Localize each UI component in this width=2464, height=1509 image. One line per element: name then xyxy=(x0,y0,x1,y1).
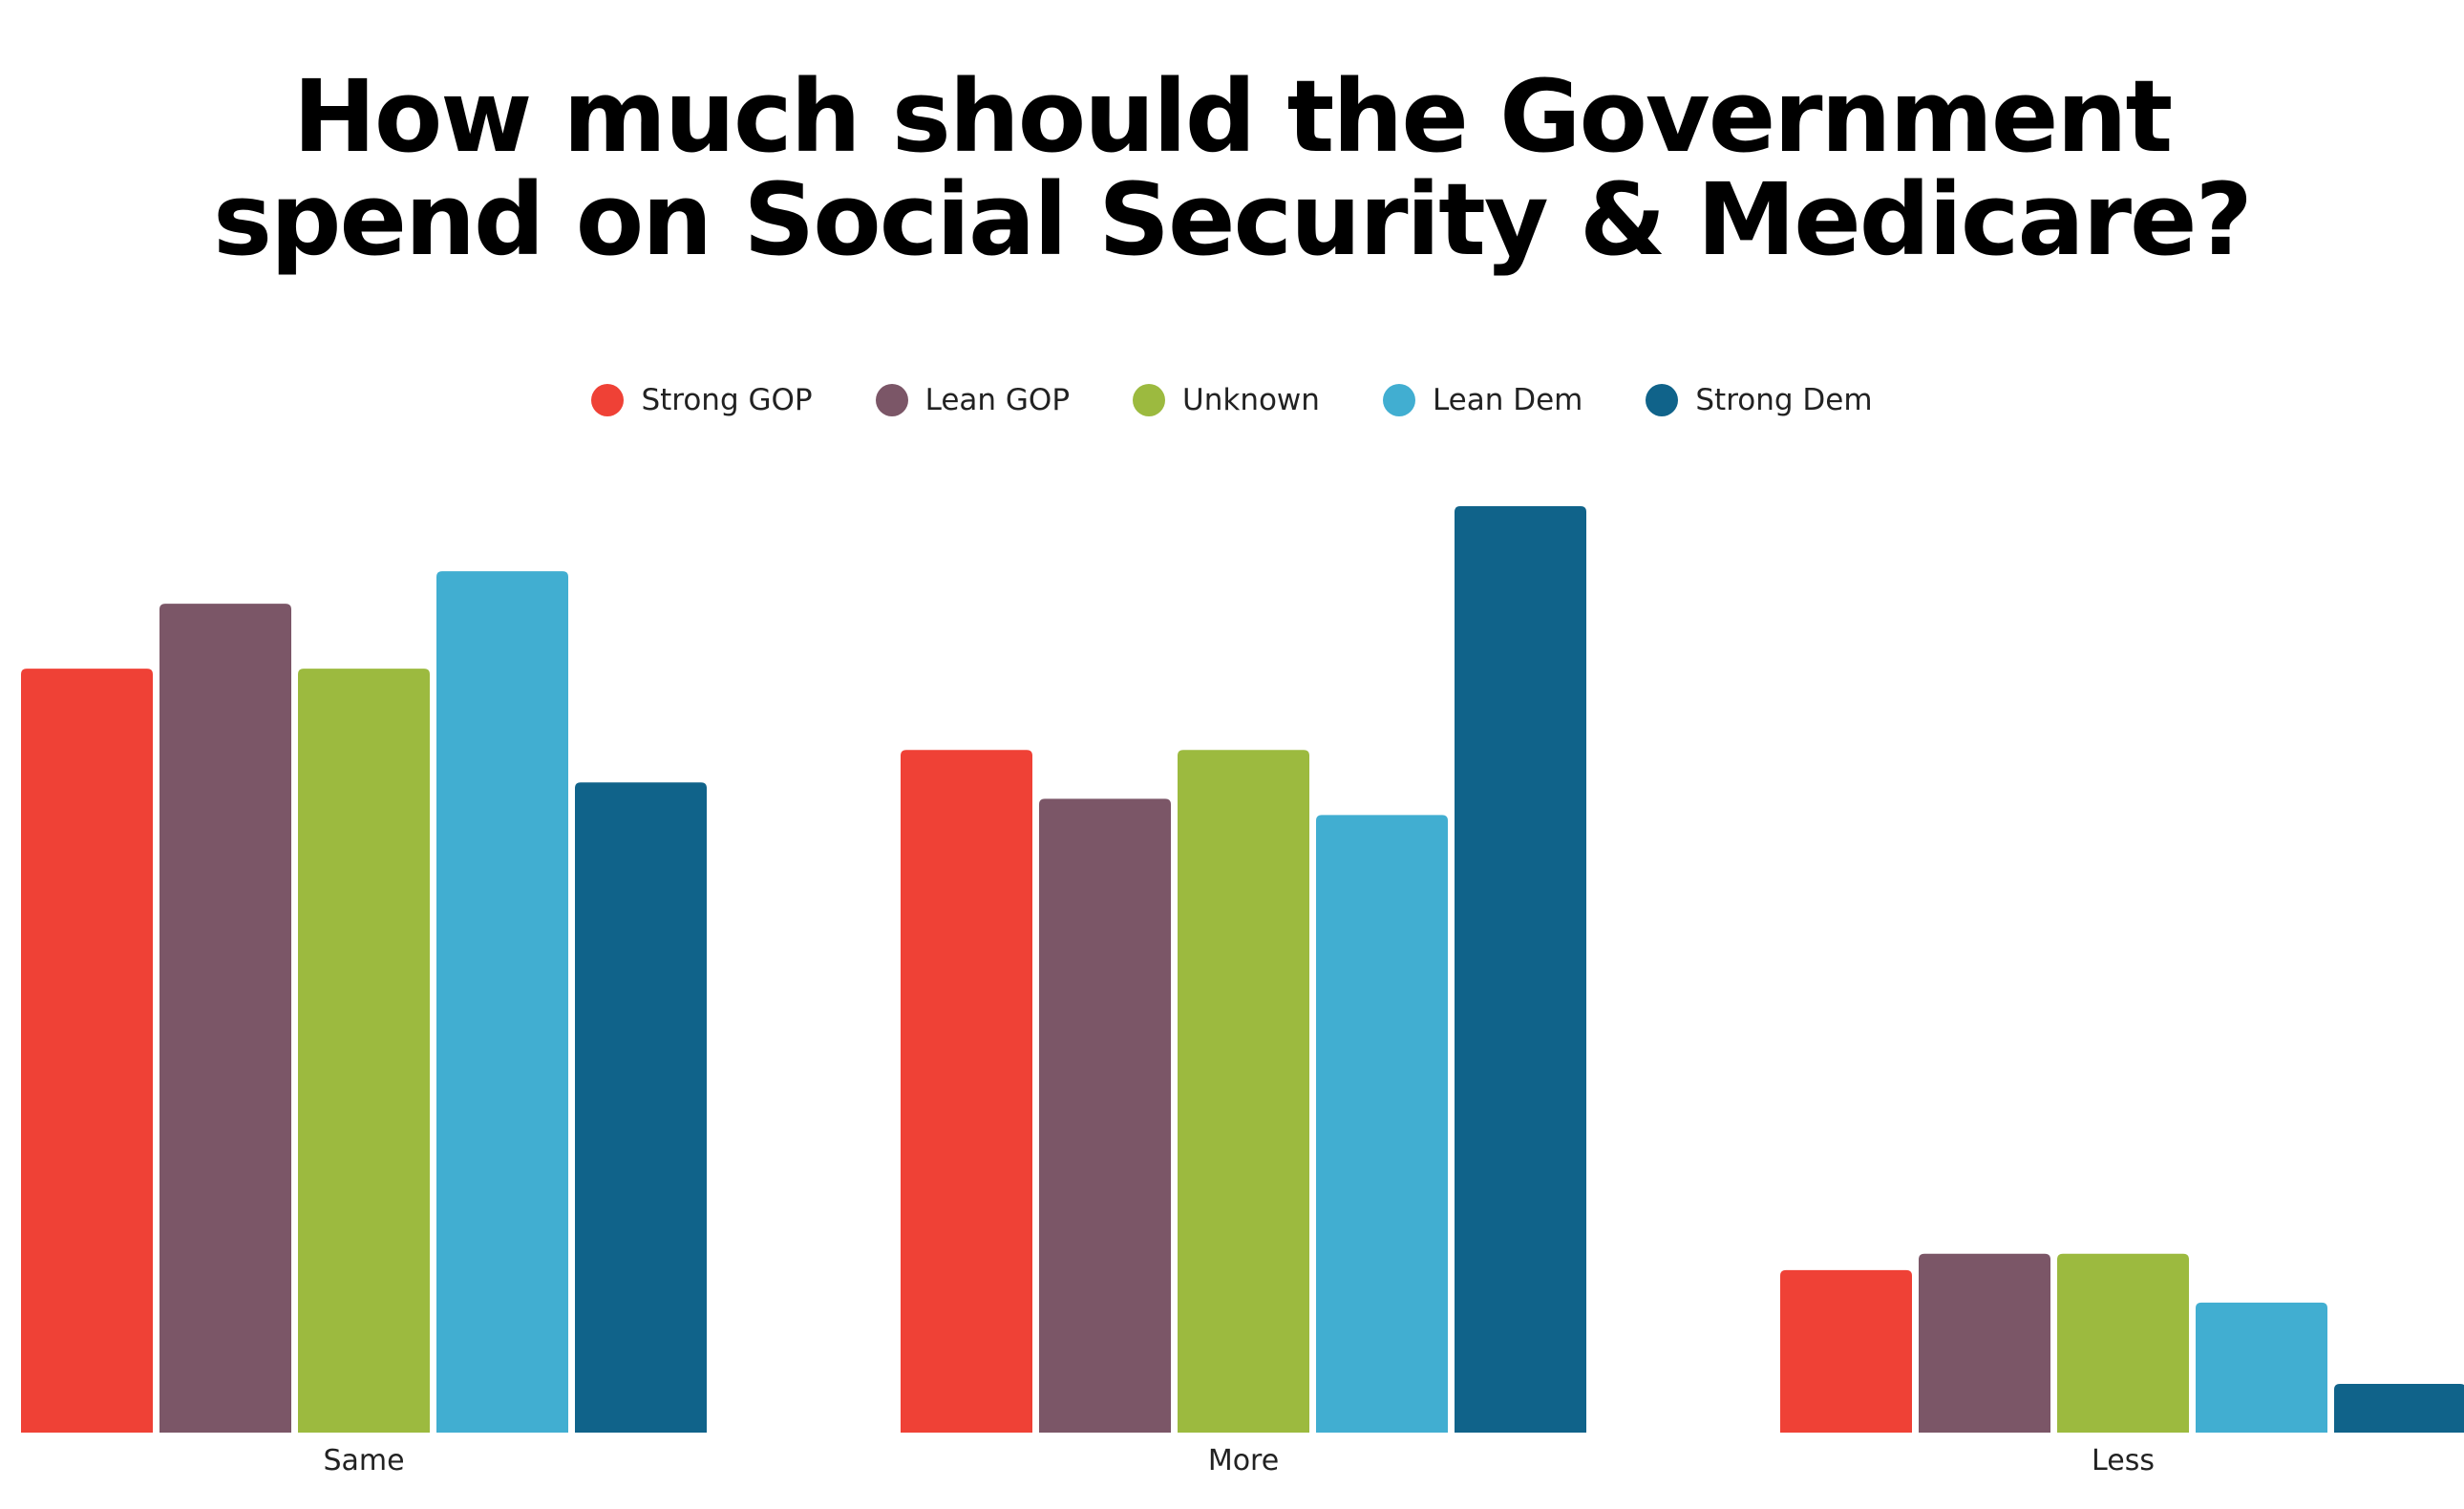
legend-item-strong-dem: Strong Dem xyxy=(1646,383,1873,417)
bar-same-strong-dem xyxy=(575,782,707,1433)
legend-swatch-unknown xyxy=(1133,384,1166,416)
category-label-same: Same xyxy=(323,1444,404,1477)
legend-item-lean-gop: Lean GOP xyxy=(875,383,1071,417)
legend: Strong GOP Lean GOP Unknown Lean Dem Str… xyxy=(0,374,2464,426)
legend-swatch-lean-gop xyxy=(875,384,908,416)
chart-title: How much should the Government spend on … xyxy=(0,65,2464,271)
bar-less-lean-gop xyxy=(1919,1253,2050,1433)
bar-more-lean-dem xyxy=(1316,815,1448,1433)
legend-label-strong-gop: Strong GOP xyxy=(641,383,813,417)
category-label-less: Less xyxy=(2092,1444,2155,1477)
chart-title-line-1: How much should the Government xyxy=(292,58,2173,175)
legend-item-lean-dem: Lean Dem xyxy=(1382,383,1583,417)
legend-label-lean-gop: Lean GOP xyxy=(924,383,1071,417)
bar-less-strong-dem xyxy=(2334,1383,2464,1433)
legend-label-lean-dem: Lean Dem xyxy=(1432,383,1583,417)
bar-same-strong-gop xyxy=(21,669,153,1433)
bar-same-lean-gop xyxy=(159,604,291,1433)
legend-item-strong-gop: Strong GOP xyxy=(591,383,813,417)
bar-same-lean-dem xyxy=(436,571,568,1433)
legend-label-unknown: Unknown xyxy=(1182,383,1320,417)
chart-title-line-2: spend on Social Security & Medicare? xyxy=(213,161,2253,278)
bar-more-unknown xyxy=(1178,750,1309,1433)
legend-swatch-strong-gop xyxy=(591,384,625,416)
bar-more-strong-gop xyxy=(901,750,1032,1433)
category-label-more: More xyxy=(1208,1444,1279,1477)
bar-more-lean-gop xyxy=(1039,798,1171,1433)
legend-swatch-strong-dem xyxy=(1646,384,1679,416)
bar-less-unknown xyxy=(2057,1253,2189,1433)
bar-less-lean-dem xyxy=(2196,1302,2327,1433)
legend-item-unknown: Unknown xyxy=(1133,383,1320,417)
legend-swatch-lean-dem xyxy=(1382,384,1415,416)
bar-more-strong-dem xyxy=(1455,506,1586,1433)
bar-same-unknown xyxy=(298,669,430,1433)
legend-label-strong-dem: Strong Dem xyxy=(1695,383,1873,417)
bar-less-strong-gop xyxy=(1780,1269,1912,1433)
